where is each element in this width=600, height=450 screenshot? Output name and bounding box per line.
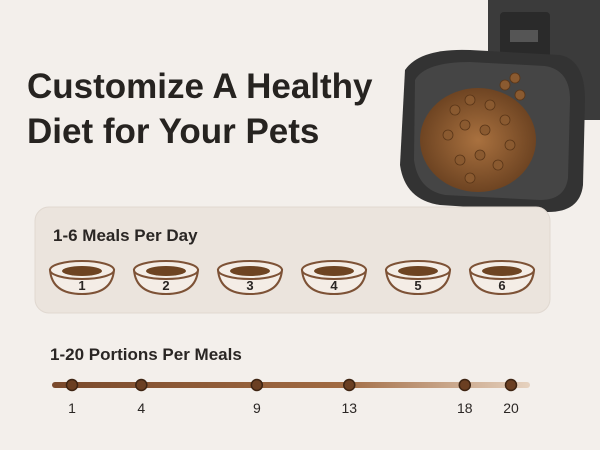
bowl-food <box>230 266 270 276</box>
bowl-food <box>314 266 354 276</box>
portion-slider <box>52 382 530 388</box>
portion-ticks: 1 4 9 13 18 20 <box>65 378 519 416</box>
bowl-food <box>62 266 102 276</box>
bowl-food <box>398 266 438 276</box>
bowl: 3 <box>216 260 284 296</box>
bowl-food <box>482 266 522 276</box>
portion-dot <box>343 378 356 392</box>
bowl-number: 1 <box>78 278 85 293</box>
bowl-food <box>146 266 186 276</box>
bowl: 2 <box>132 260 200 296</box>
portions-title: 1-20 Portions Per Meals <box>50 345 242 364</box>
bowl: 4 <box>300 260 368 296</box>
portion-label: 1 <box>68 400 76 416</box>
portion-label: 20 <box>503 400 519 416</box>
portion-label: 9 <box>253 400 261 416</box>
portion-label: 13 <box>341 400 357 416</box>
headline: Customize A Healthy <box>27 67 373 106</box>
portion-label: 18 <box>457 400 473 416</box>
meals-title: 1-6 Meals Per Day <box>53 226 198 245</box>
headline: Diet for Your Pets <box>27 112 319 151</box>
portion-dot <box>504 378 518 392</box>
meals-panel <box>34 206 551 314</box>
feeder-image <box>400 0 600 213</box>
bowl: 5 <box>384 260 452 296</box>
portion-label: 4 <box>137 400 145 416</box>
bowl-number: 2 <box>162 278 169 293</box>
bowl: 6 <box>468 260 536 296</box>
bowls: 1 2 3 4 5 6 <box>48 260 536 296</box>
bowl-number: 6 <box>498 278 505 293</box>
portion-dot <box>458 378 472 392</box>
portion-dot <box>65 378 79 392</box>
bowl-number: 5 <box>414 278 421 293</box>
bowl: 1 <box>48 260 116 296</box>
portion-dot <box>135 378 148 392</box>
bowl-number: 3 <box>246 278 253 293</box>
portion-dot <box>250 378 264 392</box>
bowl-number: 4 <box>330 278 338 293</box>
